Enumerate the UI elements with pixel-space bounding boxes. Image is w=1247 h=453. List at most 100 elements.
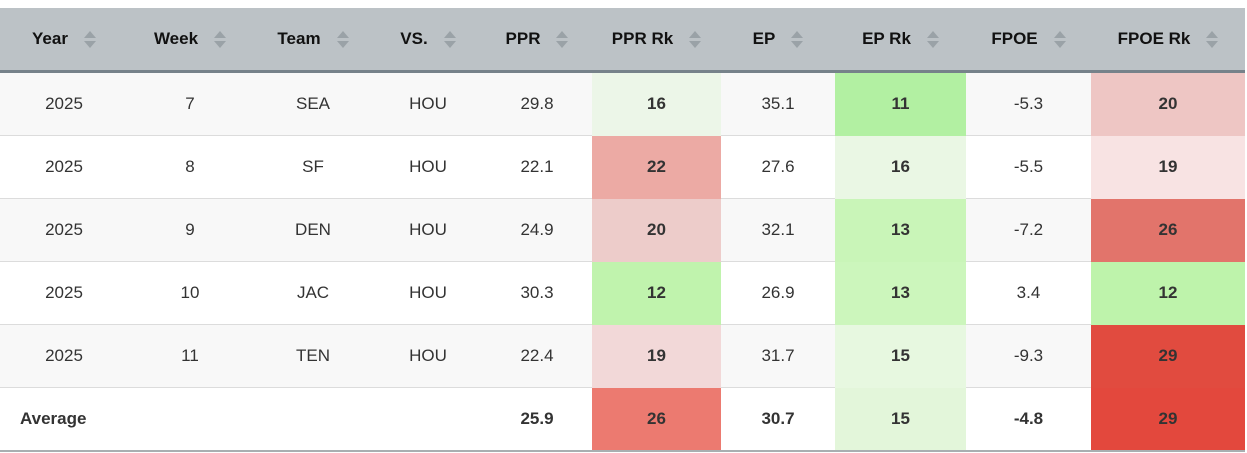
- fpoe-cell: -9.3: [966, 324, 1091, 388]
- sort-icon: [1053, 30, 1066, 48]
- fpoe-rank-cell: 29: [1091, 324, 1245, 388]
- ppr-cell: 22.1: [482, 135, 592, 199]
- week-cell: 11: [128, 324, 252, 388]
- col-label-ep-rk: EP Rk: [862, 29, 911, 48]
- fpoe-cell: -4.8: [966, 387, 1091, 452]
- vs-cell: HOU: [374, 261, 482, 325]
- year-cell: 2025: [0, 324, 128, 388]
- col-label-ppr-rk: PPR Rk: [611, 29, 674, 48]
- week-cell: 9: [128, 198, 252, 262]
- ep-cell: 31.7: [721, 324, 835, 388]
- col-label-vs: VS.: [400, 29, 428, 48]
- ppr-rank-cell: 16: [592, 71, 721, 136]
- ep-cell: 32.1: [721, 198, 835, 262]
- fpoe-rank-cell: 29: [1091, 387, 1245, 452]
- col-label-fpoe-rk: FPOE Rk: [1117, 29, 1191, 48]
- fpoe-cell: -5.3: [1013, 94, 1044, 113]
- col-header-fpoe[interactable]: FPOE: [966, 8, 1091, 73]
- vs-cell: [374, 387, 482, 452]
- sort-icon: [83, 30, 96, 48]
- col-header-fpoe-rk[interactable]: FPOE Rk: [1091, 8, 1245, 73]
- team-cell: SEA: [295, 94, 331, 113]
- ep-rank-cell: 13: [835, 261, 966, 325]
- table-row: 2025 10 JAC HOU 30.3 12 26.9 13 3.4 12: [0, 261, 1245, 325]
- vs-cell: HOU: [409, 94, 447, 113]
- vs-cell: HOU: [374, 135, 482, 199]
- table-row: 2025 8 SF HOU 22.1 22 27.6 16 -5.5 19: [0, 135, 1245, 199]
- col-header-team[interactable]: Team: [252, 8, 374, 73]
- sort-icon: [556, 30, 569, 48]
- fpoe-cell: -7.2: [966, 198, 1091, 262]
- team-cell: [252, 387, 374, 452]
- sort-icon: [689, 30, 702, 48]
- ep-rank-cell: 15: [835, 387, 966, 452]
- col-label-fpoe: FPOE: [991, 29, 1038, 48]
- col-label-team: Team: [277, 29, 321, 48]
- sort-icon: [214, 30, 227, 48]
- col-header-year[interactable]: Year: [0, 8, 128, 73]
- ep-cell: 30.7: [721, 387, 835, 452]
- ep-cell: 26.9: [721, 261, 835, 325]
- ppr-cell: 22.4: [482, 324, 592, 388]
- sort-icon: [443, 30, 456, 48]
- fpoe-cell: 3.4: [966, 261, 1091, 325]
- ep-rank-cell: 16: [835, 135, 966, 199]
- table-row: 2025 11 TEN HOU 22.4 19 31.7 15 -9.3 29: [0, 324, 1245, 388]
- week-cell: [128, 387, 252, 452]
- col-header-ep-rk[interactable]: EP Rk: [835, 8, 966, 73]
- year-cell: 2025: [45, 94, 83, 113]
- ppr-cell: 29.8: [520, 94, 554, 113]
- ep-rank-cell: 13: [835, 198, 966, 262]
- col-header-ppr-rk[interactable]: PPR Rk: [592, 8, 721, 73]
- ppr-cell: 30.3: [482, 261, 592, 325]
- year-cell: 2025: [0, 261, 128, 325]
- year-cell: 2025: [0, 198, 128, 262]
- col-header-week[interactable]: Week: [128, 8, 252, 73]
- ppr-rank-cell: 22: [592, 135, 721, 199]
- ppr-cell: 25.9: [482, 387, 592, 452]
- ppr-rank-cell: 19: [592, 324, 721, 388]
- col-label-week: Week: [153, 29, 199, 48]
- week-cell: 8: [128, 135, 252, 199]
- average-row: Average 25.9 26 30.7 15 -4.8 29: [0, 387, 1245, 452]
- col-label-year: Year: [32, 29, 68, 48]
- ppr-rank-cell: 20: [592, 198, 721, 262]
- average-label: Average: [0, 387, 128, 452]
- week-cell: 10: [128, 261, 252, 325]
- table-header: Year Week Team VS. PPR PPR Rk: [0, 8, 1245, 73]
- fpoe-cell: -5.5: [966, 135, 1091, 199]
- sort-icon: [926, 30, 939, 48]
- fpoe-rank-cell: 20: [1091, 71, 1245, 136]
- player-gamelog-table: Year Week Team VS. PPR PPR Rk: [0, 8, 1245, 452]
- week-cell: 7: [185, 94, 195, 113]
- sort-icon: [336, 30, 349, 48]
- sort-icon: [791, 30, 804, 48]
- team-cell: SF: [252, 135, 374, 199]
- table-row: 2025 7 SEA HOU 29.8 16 35.1 11 -5.3 20: [0, 71, 1245, 136]
- table-body: 2025 7 SEA HOU 29.8 16 35.1 11 -5.3 20 2…: [0, 71, 1245, 452]
- col-header-ppr[interactable]: PPR: [482, 8, 592, 73]
- ppr-rank-cell: 12: [592, 261, 721, 325]
- ppr-rank-cell: 26: [592, 387, 721, 452]
- ppr-cell: 24.9: [482, 198, 592, 262]
- col-label-ep: EP: [752, 29, 776, 48]
- sort-icon: [1206, 30, 1219, 48]
- fpoe-rank-cell: 19: [1091, 135, 1245, 199]
- col-header-vs[interactable]: VS.: [374, 8, 482, 73]
- col-header-ep[interactable]: EP: [721, 8, 835, 73]
- ep-rank-cell: 15: [835, 324, 966, 388]
- header-row: Year Week Team VS. PPR PPR Rk: [0, 8, 1245, 73]
- ep-cell: 27.6: [721, 135, 835, 199]
- ep-cell: 35.1: [761, 94, 795, 113]
- team-cell: TEN: [252, 324, 374, 388]
- col-label-ppr: PPR: [505, 29, 541, 48]
- team-cell: DEN: [252, 198, 374, 262]
- table-row: 2025 9 DEN HOU 24.9 20 32.1 13 -7.2 26: [0, 198, 1245, 262]
- vs-cell: HOU: [374, 198, 482, 262]
- year-cell: 2025: [0, 135, 128, 199]
- fpoe-rank-cell: 26: [1091, 198, 1245, 262]
- team-cell: JAC: [252, 261, 374, 325]
- fpoe-rank-cell: 12: [1091, 261, 1245, 325]
